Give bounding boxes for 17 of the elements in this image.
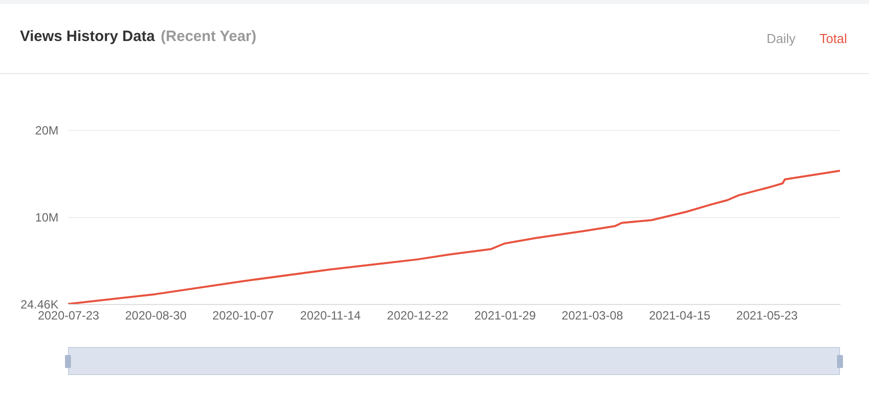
y-tick-label: 10M xyxy=(35,210,59,225)
chart-subtitle: (Recent Year) xyxy=(160,28,256,45)
x-tick-label: 2021-01-29 xyxy=(474,308,536,322)
x-tick-label: 2020-08-30 xyxy=(125,308,187,322)
x-tick-label: 2020-07-23 xyxy=(38,308,100,322)
x-tick-label: 2020-11-14 xyxy=(300,308,361,322)
x-tick-label: 2020-10-07 xyxy=(212,308,274,322)
chart-title: Views History Data xyxy=(20,28,155,45)
line-series xyxy=(68,170,840,304)
y-tick-label: 20M xyxy=(35,124,59,138)
x-tick-label: 2021-05-23 xyxy=(736,308,798,322)
x-tick-label: 2021-03-08 xyxy=(562,308,624,322)
y-tick-label: 24.46K xyxy=(20,298,58,312)
x-tick-label: 2020-12-22 xyxy=(387,308,449,322)
text: Daily xyxy=(766,31,796,46)
text: Total xyxy=(820,31,847,46)
x-tick-label: 2021-04-15 xyxy=(648,308,711,322)
